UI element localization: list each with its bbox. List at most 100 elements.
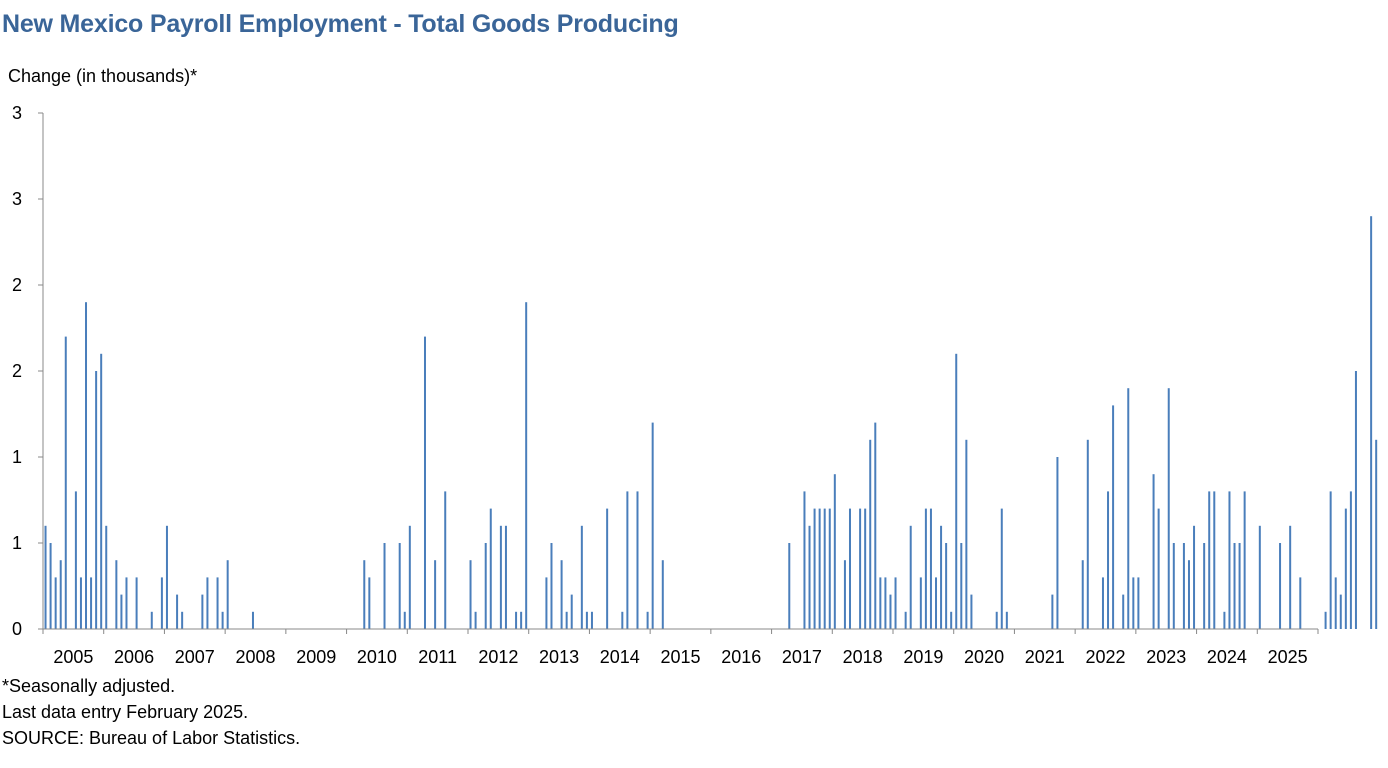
bar xyxy=(383,543,386,629)
x-tick-label: 2006 xyxy=(114,647,154,667)
bar xyxy=(1344,508,1347,629)
bar xyxy=(940,525,943,629)
x-tick-label: 2015 xyxy=(660,647,700,667)
bar xyxy=(1208,491,1211,629)
y-tick-label: 2 xyxy=(12,275,22,295)
y-tick-label: 1 xyxy=(12,447,22,467)
bar xyxy=(79,577,82,629)
x-tick-label: 2007 xyxy=(175,647,215,667)
bar xyxy=(74,491,77,629)
bar xyxy=(1213,491,1216,629)
y-tick-label: 2 xyxy=(12,361,22,381)
x-tick-label: 2025 xyxy=(1268,647,1308,667)
bar xyxy=(49,543,52,629)
bar xyxy=(1289,525,1292,629)
bar xyxy=(398,543,401,629)
bar xyxy=(565,611,568,629)
bar xyxy=(474,611,477,629)
bar xyxy=(1193,525,1196,629)
bar xyxy=(813,508,816,629)
bar xyxy=(120,594,123,629)
bar xyxy=(444,491,447,629)
y-axis: 0 1 1 2 2 3 3 xyxy=(12,103,44,639)
bar xyxy=(828,508,831,629)
bar xyxy=(1157,508,1160,629)
bar xyxy=(788,543,791,629)
bar xyxy=(1167,388,1170,629)
bar xyxy=(176,594,179,629)
bar xyxy=(590,611,593,629)
bar xyxy=(550,543,553,629)
bar xyxy=(1279,543,1282,629)
bar xyxy=(1172,543,1175,629)
chart-notes: *Seasonally adjusted. Last data entry Fe… xyxy=(2,673,300,751)
bar xyxy=(1233,543,1236,629)
bar xyxy=(560,560,563,629)
bar xyxy=(970,594,973,629)
bar xyxy=(1132,577,1135,629)
bar xyxy=(469,560,472,629)
x-axis: 2005 2006 2007 2008 2009 2010 2011 2012 2013 2014… xyxy=(42,628,1319,667)
x-tick-label: 2013 xyxy=(539,647,579,667)
bar xyxy=(894,577,897,629)
x-tick-label: 2019 xyxy=(903,647,943,667)
bar xyxy=(960,543,963,629)
bar xyxy=(423,336,426,629)
bar xyxy=(1122,594,1125,629)
bar xyxy=(216,577,219,629)
bar xyxy=(1187,560,1190,629)
bar xyxy=(626,491,629,629)
bar xyxy=(1182,543,1185,629)
bar xyxy=(1334,577,1337,629)
bar xyxy=(606,508,609,629)
bar xyxy=(945,543,948,629)
bar xyxy=(1339,594,1342,629)
note-seasonal: *Seasonally adjusted. xyxy=(2,676,176,696)
bar xyxy=(621,611,624,629)
bar xyxy=(1086,439,1089,629)
bar xyxy=(1081,560,1084,629)
bar xyxy=(44,525,47,629)
note-last-entry: Last data entry February 2025. xyxy=(2,702,249,722)
bar xyxy=(1299,577,1302,629)
bar xyxy=(803,491,806,629)
bar xyxy=(100,353,103,629)
bar xyxy=(879,577,882,629)
bar xyxy=(864,508,867,629)
bar xyxy=(251,611,254,629)
bar xyxy=(95,371,98,629)
bar xyxy=(646,611,649,629)
bar xyxy=(995,611,998,629)
bar xyxy=(580,525,583,629)
bar xyxy=(499,525,502,629)
bar xyxy=(484,543,487,629)
bar xyxy=(408,525,411,629)
x-tick-label: 2017 xyxy=(782,647,822,667)
bar xyxy=(201,594,204,629)
bar xyxy=(105,525,108,629)
bar xyxy=(1370,216,1373,629)
x-tick-label: 2024 xyxy=(1207,647,1247,667)
bar xyxy=(874,422,877,629)
bar xyxy=(1324,611,1327,629)
y-tick-label: 3 xyxy=(12,103,22,123)
x-tick-label: 2012 xyxy=(478,647,518,667)
bar xyxy=(1243,491,1246,629)
bar xyxy=(950,611,953,629)
bar xyxy=(1000,508,1003,629)
bar xyxy=(165,525,168,629)
bar xyxy=(1349,491,1352,629)
bar xyxy=(545,577,548,629)
bar xyxy=(1258,525,1261,629)
bar xyxy=(929,508,932,629)
x-tick-label: 2022 xyxy=(1085,647,1125,667)
x-tick-label: 2020 xyxy=(964,647,1004,667)
bars-group xyxy=(44,216,1378,629)
bar xyxy=(965,439,968,629)
x-tick-label: 2008 xyxy=(235,647,275,667)
bar xyxy=(1354,371,1357,629)
bar xyxy=(1238,543,1241,629)
bar xyxy=(160,577,163,629)
y-tick-label: 3 xyxy=(12,189,22,209)
bar xyxy=(226,560,229,629)
